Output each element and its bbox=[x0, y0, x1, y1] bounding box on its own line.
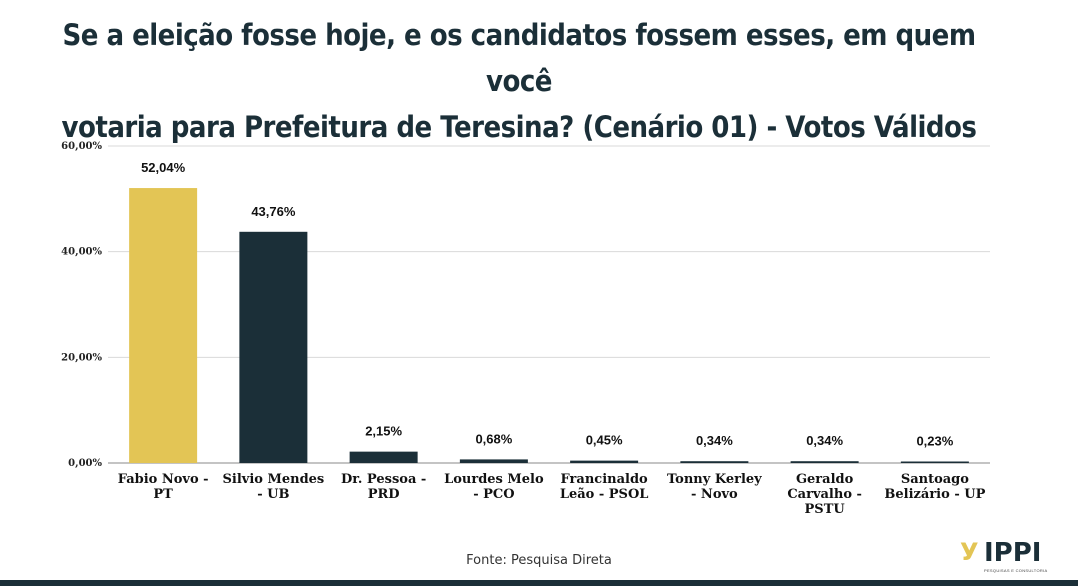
data-label: 0,68% bbox=[475, 431, 512, 446]
x-tick-label: - PCO bbox=[473, 487, 514, 502]
x-tick-label: Dr. Pessoa - bbox=[341, 472, 426, 487]
bar bbox=[900, 461, 969, 463]
data-label: 43,76% bbox=[251, 204, 296, 219]
logo-mark-icon: У bbox=[960, 538, 979, 566]
data-label: 2,15% bbox=[365, 424, 402, 439]
source-note: Fonte: Pesquisa Direta bbox=[466, 553, 612, 568]
x-tick-label: Fabio Novo - bbox=[118, 472, 209, 487]
x-tick-label: - UB bbox=[257, 487, 289, 502]
bar-chart: 0,00% 20,00% 40,00% 60,00% 52,04% Fabio Novo … bbox=[61, 141, 990, 517]
x-tick-label: PT bbox=[153, 487, 173, 502]
chart-title: Se a eleição fosse hoje, e os candidatos… bbox=[52, 12, 986, 150]
data-label: 0,34% bbox=[806, 433, 843, 448]
logo-tagline: PESQUISAS E CONSULTORIA bbox=[984, 568, 1048, 573]
y-tick-label: 20,00% bbox=[61, 352, 102, 363]
x-tick-label: Lourdes Melo bbox=[444, 472, 544, 487]
bottom-bar bbox=[0, 580, 1078, 586]
x-tick-label: Belizário - UP bbox=[884, 487, 985, 502]
bar bbox=[680, 461, 749, 463]
x-tick-label: Santoago bbox=[901, 472, 969, 487]
data-label: 0,34% bbox=[696, 433, 733, 448]
data-label: 52,04% bbox=[141, 160, 186, 175]
x-tick-label: Tonny Kerley bbox=[667, 472, 762, 487]
bar bbox=[349, 451, 418, 463]
bar bbox=[790, 461, 859, 463]
x-tick-label: Leão - PSOL bbox=[560, 487, 649, 502]
bar bbox=[129, 188, 198, 463]
x-tick-label: Silvio Mendes bbox=[223, 472, 325, 487]
ippi-logo: У IPPI PESQUISAS E CONSULTORIA bbox=[960, 538, 1070, 578]
data-label: 0,23% bbox=[916, 434, 953, 449]
chart-title-line-2: votaria para Prefeitura de Teresina? (Ce… bbox=[61, 110, 977, 144]
x-tick-label: Geraldo bbox=[796, 472, 854, 487]
x-tick-label: PSTU bbox=[805, 502, 846, 517]
bar bbox=[239, 231, 308, 463]
y-tick-label: 60,00% bbox=[61, 141, 102, 152]
bar bbox=[459, 459, 528, 463]
x-tick-label: Carvalho - bbox=[787, 487, 862, 502]
y-tick-label: 40,00% bbox=[61, 247, 102, 258]
x-tick-label: - Novo bbox=[691, 487, 738, 502]
chart-title-line-1: Se a eleição fosse hoje, e os candidatos… bbox=[62, 18, 977, 98]
x-tick-label: Francinaldo bbox=[561, 472, 648, 487]
y-tick-label: 0,00% bbox=[68, 458, 102, 469]
bar bbox=[570, 460, 639, 463]
x-tick-label: PRD bbox=[368, 487, 400, 502]
data-label: 0,45% bbox=[586, 433, 623, 448]
logo-name: IPPI bbox=[984, 538, 1042, 568]
